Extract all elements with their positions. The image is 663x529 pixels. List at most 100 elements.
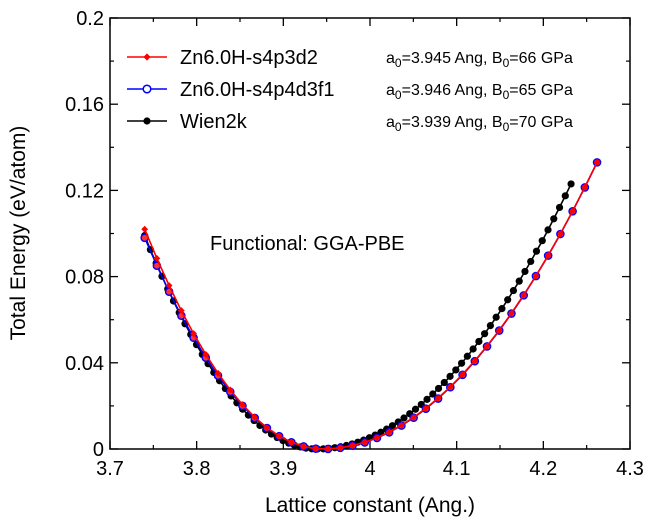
x-tick-label: 3.8 bbox=[183, 458, 211, 480]
data-point bbox=[532, 247, 541, 255]
data-point bbox=[446, 372, 454, 380]
data-point bbox=[567, 180, 575, 188]
data-point bbox=[423, 395, 431, 403]
y-tick-label: 0.16 bbox=[65, 94, 104, 116]
param-text: a bbox=[386, 82, 395, 99]
data-point bbox=[492, 313, 500, 321]
param-text: =3.939 Ang, B bbox=[402, 114, 503, 131]
data-point bbox=[287, 438, 295, 446]
data-point bbox=[239, 401, 246, 408]
data-point bbox=[385, 428, 393, 436]
data-point bbox=[463, 352, 471, 360]
x-axis: 3.7 3.8 3.9 4 4.1 4.2 4.3 bbox=[96, 18, 644, 480]
data-point bbox=[555, 203, 564, 212]
fit-parameters: a0=3.939 Ang, B0=70 GPa bbox=[386, 114, 573, 134]
data-point bbox=[483, 342, 491, 350]
data-point bbox=[373, 434, 381, 442]
y-tick-label: 0 bbox=[93, 439, 104, 461]
param-subscript: 0 bbox=[395, 56, 402, 70]
y-axis: 0 0.04 0.08 0.12 0.16 0.2 bbox=[65, 8, 630, 461]
data-point bbox=[495, 326, 503, 334]
legend-item: Wien2k a0=3.939 Ang, B0=70 GPa bbox=[127, 111, 573, 134]
data-point bbox=[561, 192, 569, 200]
data-point bbox=[400, 414, 408, 422]
param-subscript: 0 bbox=[395, 120, 402, 134]
legend-marker bbox=[142, 84, 152, 94]
x-tick-label: 4 bbox=[364, 458, 375, 480]
data-point bbox=[411, 405, 420, 413]
y-tick-label: 0.08 bbox=[65, 267, 104, 289]
data-point bbox=[336, 444, 344, 452]
y-axis-title: Total Energy (eV/atom) bbox=[7, 126, 30, 341]
param-text: =66 GPa bbox=[509, 50, 573, 67]
data-point bbox=[475, 337, 483, 346]
data-point bbox=[498, 305, 506, 313]
x-tick-label: 4.1 bbox=[443, 458, 471, 480]
data-point bbox=[410, 413, 418, 421]
data-point bbox=[457, 359, 466, 367]
fit-parameters: a0=3.945 Ang, B0=66 GPa bbox=[386, 50, 573, 70]
legend-item: Zn6.0H-s4p4d3f1 a0=3.946 Ang, B0=65 GPa bbox=[127, 79, 573, 102]
data-point bbox=[532, 272, 540, 280]
fit-parameters: a0=3.946 Ang, B0=65 GPa bbox=[386, 82, 573, 102]
param-text: =3.945 Ang, B bbox=[402, 50, 503, 67]
legend-label: Zn6.0H-s4p4d3f1 bbox=[180, 79, 335, 101]
data-point bbox=[434, 394, 442, 402]
data-point bbox=[263, 424, 271, 432]
data-point bbox=[422, 404, 430, 412]
legend-item: Zn6.0H-s4p3d2 a0=3.945 Ang, B0=66 GPa bbox=[127, 47, 573, 70]
data-point bbox=[521, 267, 529, 276]
series-line bbox=[143, 162, 598, 450]
data-point bbox=[251, 413, 259, 421]
param-subscript: 0 bbox=[503, 120, 510, 134]
data-point bbox=[446, 383, 454, 391]
param-subscript: 0 bbox=[503, 88, 510, 102]
legend: Zn6.0H-s4p3d2 a0=3.945 Ang, B0=66 GPaZn6.… bbox=[127, 47, 573, 134]
data-point bbox=[398, 421, 405, 429]
data-point bbox=[556, 230, 564, 238]
param-text: =70 GPa bbox=[509, 114, 573, 131]
data-point bbox=[452, 366, 460, 374]
data-point bbox=[527, 257, 535, 266]
legend-label: Zn6.0H-s4p3d2 bbox=[180, 47, 318, 69]
data-point bbox=[434, 384, 443, 393]
data-point bbox=[377, 428, 385, 436]
data-point bbox=[349, 442, 356, 449]
series-line bbox=[143, 183, 572, 450]
series-Zn6.0H-s4p4d3f1 bbox=[140, 158, 602, 454]
data-point bbox=[508, 309, 515, 317]
data-point bbox=[300, 443, 308, 450]
data-point bbox=[544, 226, 552, 234]
data-point bbox=[515, 277, 523, 285]
data-point bbox=[486, 321, 494, 330]
series-line bbox=[143, 162, 598, 450]
data-point bbox=[569, 207, 577, 215]
data-point bbox=[471, 357, 479, 365]
data-point bbox=[544, 251, 552, 259]
data-point bbox=[481, 330, 489, 338]
data-point bbox=[509, 286, 518, 295]
param-text: =3.946 Ang, B bbox=[402, 82, 503, 99]
series-layer bbox=[140, 158, 602, 454]
data-point bbox=[153, 255, 161, 262]
x-tick-label: 3.9 bbox=[269, 458, 297, 480]
x-tick-label: 4.3 bbox=[616, 458, 644, 480]
param-text: a bbox=[386, 50, 395, 67]
legend-marker bbox=[143, 117, 151, 125]
param-text: =65 GPa bbox=[509, 82, 573, 99]
data-point bbox=[214, 369, 222, 377]
series-Zn6.0H-s4p3d2 bbox=[141, 158, 601, 453]
data-point bbox=[312, 445, 320, 453]
x-tick-label: 4.2 bbox=[529, 458, 557, 480]
param-text: a bbox=[386, 114, 395, 131]
x-tick-label: 3.7 bbox=[96, 458, 124, 480]
data-point bbox=[141, 225, 149, 233]
data-point bbox=[361, 438, 369, 446]
data-point bbox=[550, 215, 558, 223]
legend-label: Wien2k bbox=[180, 111, 248, 133]
data-point bbox=[165, 282, 173, 289]
data-point bbox=[177, 307, 185, 314]
param-subscript: 0 bbox=[395, 88, 402, 102]
data-point bbox=[202, 351, 210, 358]
